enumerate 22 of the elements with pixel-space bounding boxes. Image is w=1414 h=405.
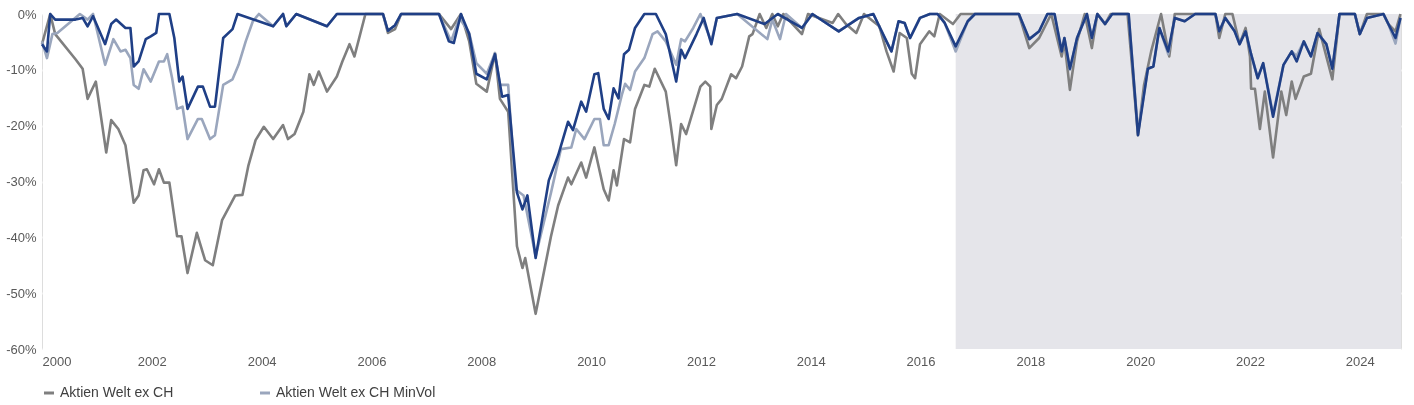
legend-label: Aktien Welt ex CH	[60, 384, 174, 400]
x-tick-label: 2000	[42, 353, 72, 369]
x-tick-label: 2006	[357, 353, 387, 369]
y-tick-label: -60%	[6, 341, 37, 357]
y-tick-label: -40%	[6, 229, 37, 245]
y-tick-label: -10%	[6, 62, 37, 78]
y-tick-label: -20%	[6, 118, 37, 134]
x-tick-label: 2024	[1345, 353, 1375, 369]
x-tick-label: 2018	[1016, 353, 1046, 369]
x-tick-label: 2014	[796, 353, 826, 369]
x-tick-label: 2020	[1126, 353, 1156, 369]
x-tick-label: 2010	[577, 353, 607, 369]
legend-label: Aktien Welt ex CH MinVol	[276, 384, 436, 400]
x-tick-label: 2022	[1236, 353, 1265, 369]
x-tick-label: 2012	[686, 353, 716, 369]
x-tick-label: 2002	[137, 353, 167, 369]
y-tick-label: -50%	[6, 285, 37, 301]
y-tick-label: 0%	[17, 6, 37, 22]
x-tick-label: 2008	[467, 353, 497, 369]
x-tick-label: 2004	[247, 353, 277, 369]
y-tick-label: -30%	[6, 174, 37, 189]
x-tick-label: 2016	[906, 353, 936, 369]
